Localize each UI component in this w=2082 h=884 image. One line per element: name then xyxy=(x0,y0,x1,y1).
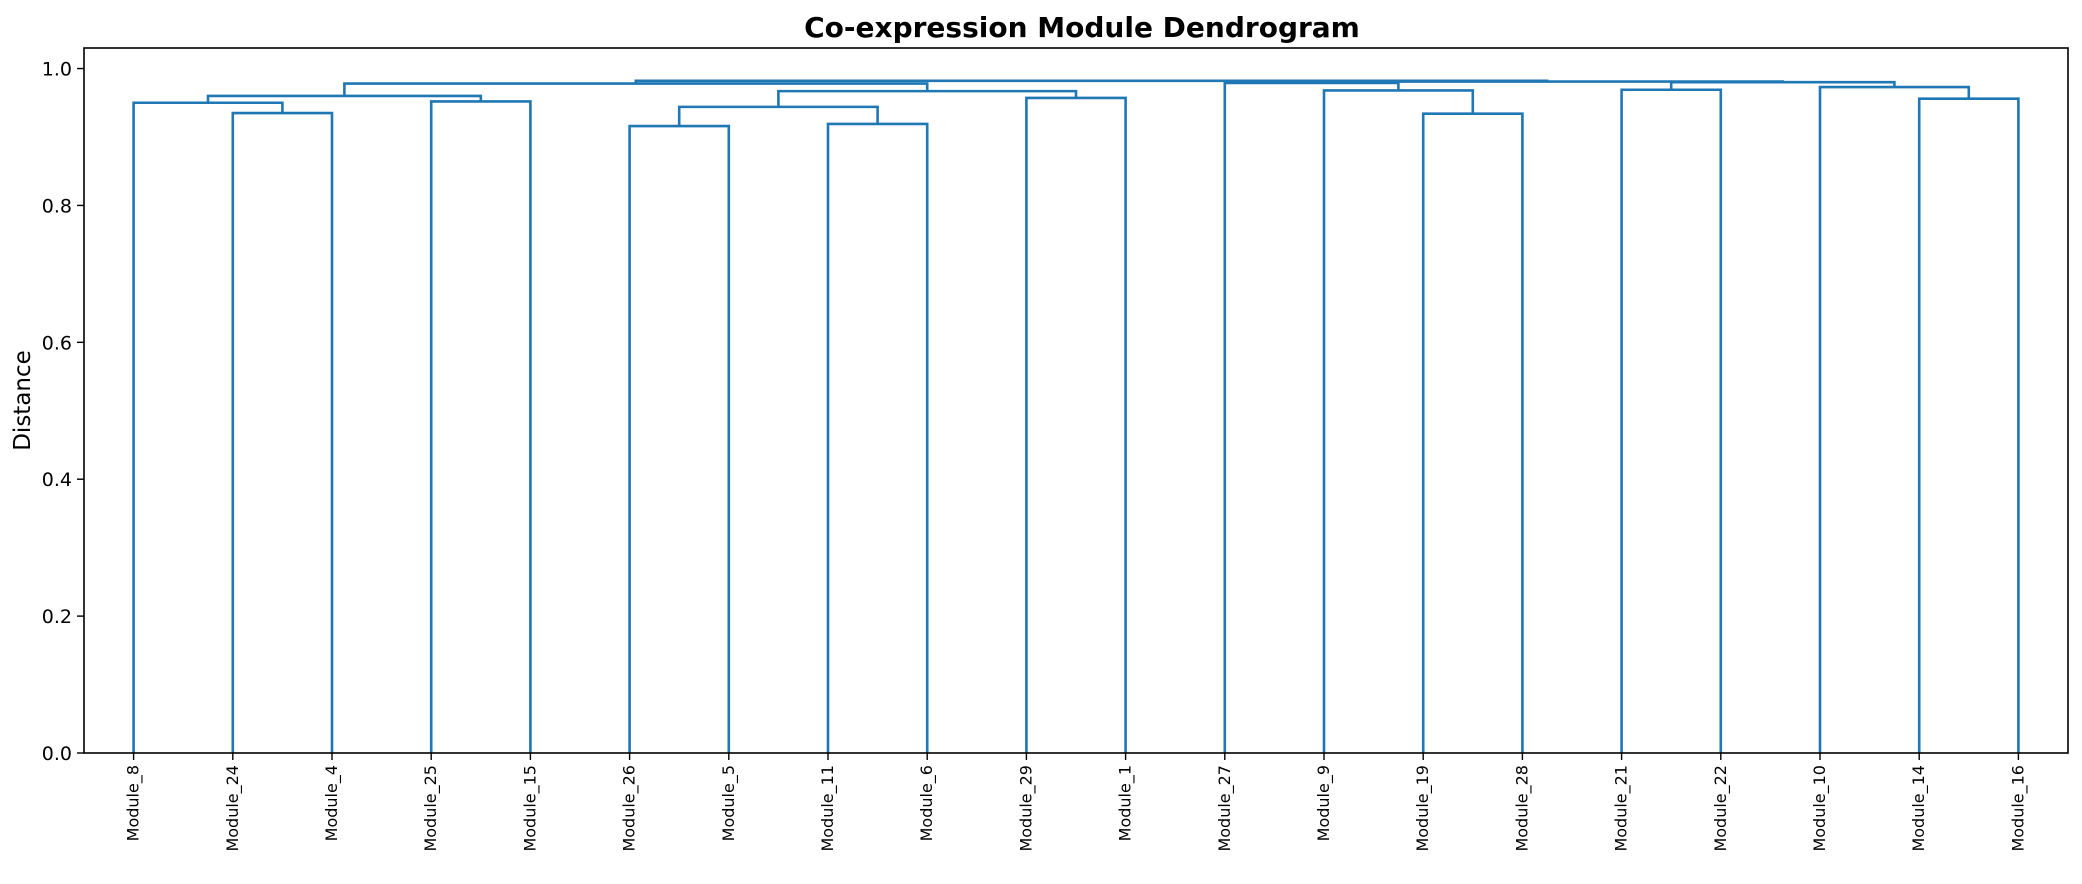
dendrogram-link xyxy=(1818,85,1971,753)
leaf-label: Module_4 xyxy=(322,765,342,841)
leaf-label: Module_25 xyxy=(421,765,441,852)
y-tick-label: 0.4 xyxy=(42,469,72,491)
dendrogram-link xyxy=(429,100,532,753)
leaf-label: Module_24 xyxy=(223,765,243,852)
leaf-label: Module_9 xyxy=(1314,765,1334,841)
leaf-label: Module_8 xyxy=(124,765,144,841)
leaf-label: Module_27 xyxy=(1215,765,1235,852)
leaf-label: Module_14 xyxy=(1909,765,1929,852)
leaf-label: Module_5 xyxy=(719,765,739,841)
y-tick-label: 0.0 xyxy=(42,743,72,765)
leaf-label: Module_11 xyxy=(818,765,838,852)
leaf-label: Module_21 xyxy=(1612,765,1632,852)
y-tick-label: 0.8 xyxy=(42,195,72,217)
dendrogram-link xyxy=(1620,88,1723,753)
leaf-label: Module_28 xyxy=(1512,765,1532,852)
leaf-label: Module_1 xyxy=(1116,765,1136,841)
y-tick-label: 1.0 xyxy=(42,59,72,81)
dendrogram-link xyxy=(777,89,1078,107)
dendrogram-link xyxy=(343,82,929,96)
dendrogram-link xyxy=(1025,96,1127,753)
chart-title: Co-expression Module Dendrogram xyxy=(804,11,1360,44)
leaf-label: Module_10 xyxy=(1810,765,1830,852)
dendrogram-link xyxy=(1322,89,1475,753)
dendrogram-link xyxy=(634,79,1549,84)
dendrogram-link xyxy=(1223,81,1400,753)
leaf-label: Module_15 xyxy=(520,765,540,852)
y-axis-ticks: 0.0 0.2 0.4 0.6 0.8 1.0 xyxy=(42,59,84,765)
y-tick-label: 0.6 xyxy=(42,332,72,354)
y-tick-label: 0.2 xyxy=(42,606,72,628)
plot-frame xyxy=(83,47,2069,754)
dendrogram-link xyxy=(1421,112,1524,753)
dendrogram-link xyxy=(132,101,284,753)
dendrogram-link xyxy=(231,111,334,753)
leaf-label: Module_19 xyxy=(1413,765,1433,852)
y-axis-label: Distance xyxy=(10,350,36,451)
leaf-label: Module_16 xyxy=(2008,765,2028,852)
x-axis-ticks: Module_8 Module_24 Module_4 Module_25 Module… xyxy=(124,753,2028,852)
leaf-label: Module_26 xyxy=(620,765,640,852)
dendrogram-links xyxy=(132,79,2020,753)
leaf-label: Module_22 xyxy=(1711,765,1731,852)
dendrogram-link xyxy=(826,122,929,753)
leaf-label: Module_29 xyxy=(1016,765,1036,852)
dendrogram-link xyxy=(628,124,731,753)
leaf-label: Module_6 xyxy=(917,765,937,841)
dendrogram-link xyxy=(1917,97,2020,753)
